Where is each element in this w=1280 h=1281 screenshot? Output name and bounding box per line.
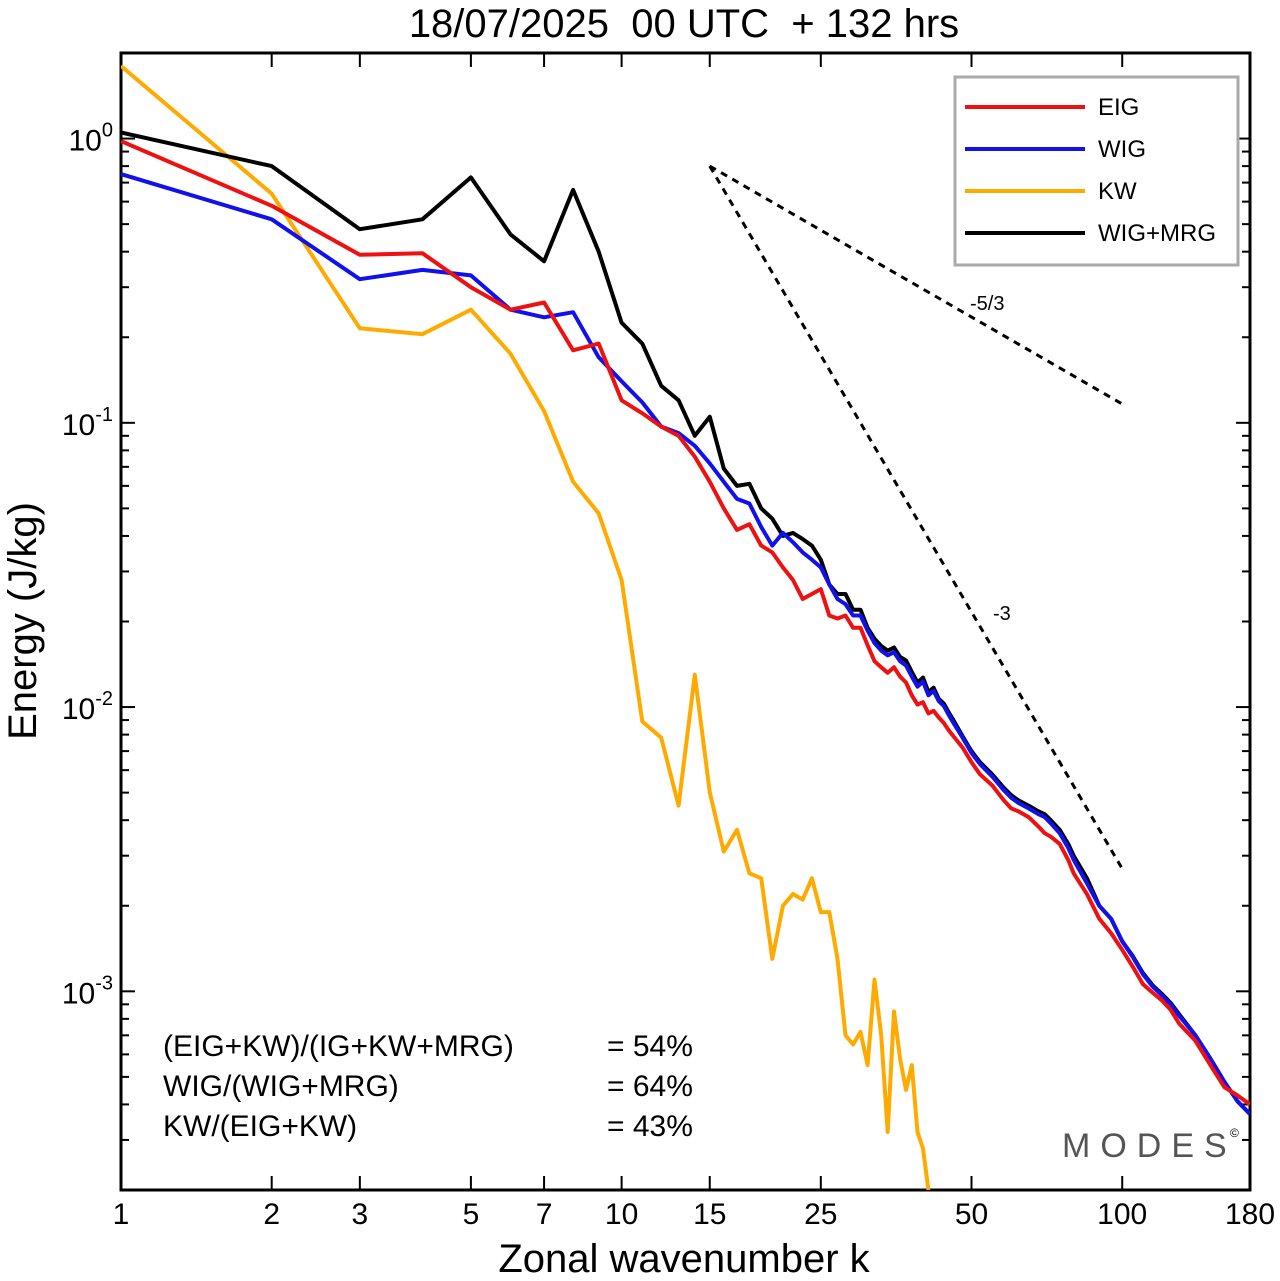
series-line-kw xyxy=(121,64,931,1190)
legend-label: KW xyxy=(1098,178,1137,205)
stat-label: (EIG+KW)/(IG+KW+MRG) xyxy=(163,1030,514,1063)
y-tick-base: 10 xyxy=(62,693,95,726)
y-tick-exponent: -2 xyxy=(95,688,113,710)
x-tick-label: 7 xyxy=(536,1198,553,1231)
y-tick-exponent: -1 xyxy=(95,404,113,426)
y-tick-exponent: 0 xyxy=(102,120,113,142)
slope-line xyxy=(708,165,1124,870)
slope-line xyxy=(709,164,1123,406)
slope-label: -5/3 xyxy=(970,293,1004,315)
legend-label: WIG xyxy=(1098,136,1146,163)
stat-label: KW/(EIG+KW) xyxy=(163,1110,357,1143)
x-tick-label: 15 xyxy=(693,1198,726,1231)
y-tick-exponent: -3 xyxy=(95,972,113,994)
x-tick-label: 180 xyxy=(1225,1198,1275,1231)
y-tick-label: 100 xyxy=(69,120,114,158)
y-tick-label: 10-2 xyxy=(62,688,113,726)
watermark-text: MODES xyxy=(1062,1127,1237,1165)
x-tick-label: 25 xyxy=(804,1198,837,1231)
chart-title: 18/07/2025 00 UTC + 132 hrs xyxy=(409,2,959,46)
slope-reference-lines: -5/3 -3 xyxy=(708,164,1124,870)
y-axis-label: Energy (J/kg) xyxy=(1,502,45,740)
series-line-eig xyxy=(121,139,1250,1107)
series-line-wig xyxy=(121,172,1250,1116)
x-tick-label: 1 xyxy=(113,1198,130,1231)
x-tick-labels: 1 2 3 5 7 10 15 25 50 100 180 xyxy=(113,1198,1275,1231)
y-tick-base: 10 xyxy=(62,409,95,442)
legend: EIG WIG KW WIG+MRG xyxy=(953,75,1240,267)
slope-label: -3 xyxy=(993,603,1011,625)
y-tick-label: 10-1 xyxy=(62,404,113,442)
x-tick-label: 2 xyxy=(263,1198,280,1231)
axis-ticks xyxy=(120,52,1251,1191)
y-tick-label: 10-3 xyxy=(62,972,113,1010)
series-lines xyxy=(121,64,1250,1190)
y-tick-base: 10 xyxy=(69,125,102,158)
modes-watermark: MODES © xyxy=(1062,1126,1239,1165)
stat-value: = 54% xyxy=(607,1030,693,1063)
x-axis-label: Zonal wavenumber k xyxy=(498,1237,870,1281)
x-tick-label: 3 xyxy=(352,1198,369,1231)
x-tick-label: 100 xyxy=(1097,1198,1147,1231)
copyright-symbol: © xyxy=(1230,1126,1239,1140)
statistics-box: (EIG+KW)/(IG+KW+MRG) = 54% WIG/(WIG+MRG) = … xyxy=(163,1030,693,1143)
legend-label: EIG xyxy=(1098,94,1139,121)
x-tick-label: 10 xyxy=(605,1198,638,1231)
y-tick-base: 10 xyxy=(62,977,95,1010)
legend-label: WIG+MRG xyxy=(1098,220,1216,247)
stat-value: = 43% xyxy=(607,1110,693,1143)
stat-value: = 64% xyxy=(607,1070,693,1103)
series-line-wig-mrg xyxy=(121,130,1250,1116)
x-tick-label: 50 xyxy=(955,1198,988,1231)
stat-label: WIG/(WIG+MRG) xyxy=(163,1070,399,1103)
x-tick-label: 5 xyxy=(463,1198,480,1231)
